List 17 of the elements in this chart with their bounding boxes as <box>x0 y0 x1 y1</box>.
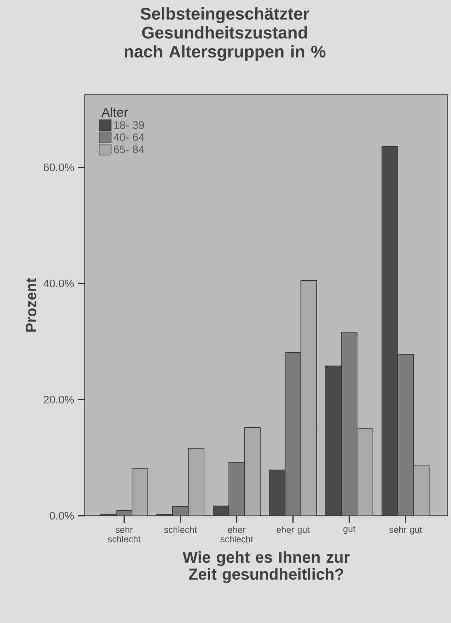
x-tick-label: eher gut <box>276 526 310 535</box>
y-axis-title: Prozent <box>26 278 37 332</box>
legend-label: 65- 84 <box>114 146 144 154</box>
x-tick-label: sehr schlecht <box>108 526 141 543</box>
x-tick-label: schlecht <box>164 526 198 534</box>
y-tick-label: 40.0% <box>44 280 74 288</box>
x-axis-title: Wie geht es Ihnen zur Zeit gesundheitlich? <box>182 551 350 584</box>
x-tick-label: eher schlecht <box>220 526 254 543</box>
x-tick-label: sehr gut <box>390 526 422 535</box>
legend-title: Alter <box>102 108 128 118</box>
y-tick-label: 60.0% <box>44 164 74 172</box>
chart-title: Selbsteingeschätzter Gesundheitszustand nach Altersgruppen in % <box>124 8 326 62</box>
legend-label: 18- 39 <box>114 121 144 130</box>
y-tick-label: 0.0% <box>50 512 74 520</box>
x-tick-label: gut <box>344 526 356 534</box>
y-tick-label: 20.0% <box>44 396 74 404</box>
legend-label: 40- 64 <box>114 134 144 142</box>
